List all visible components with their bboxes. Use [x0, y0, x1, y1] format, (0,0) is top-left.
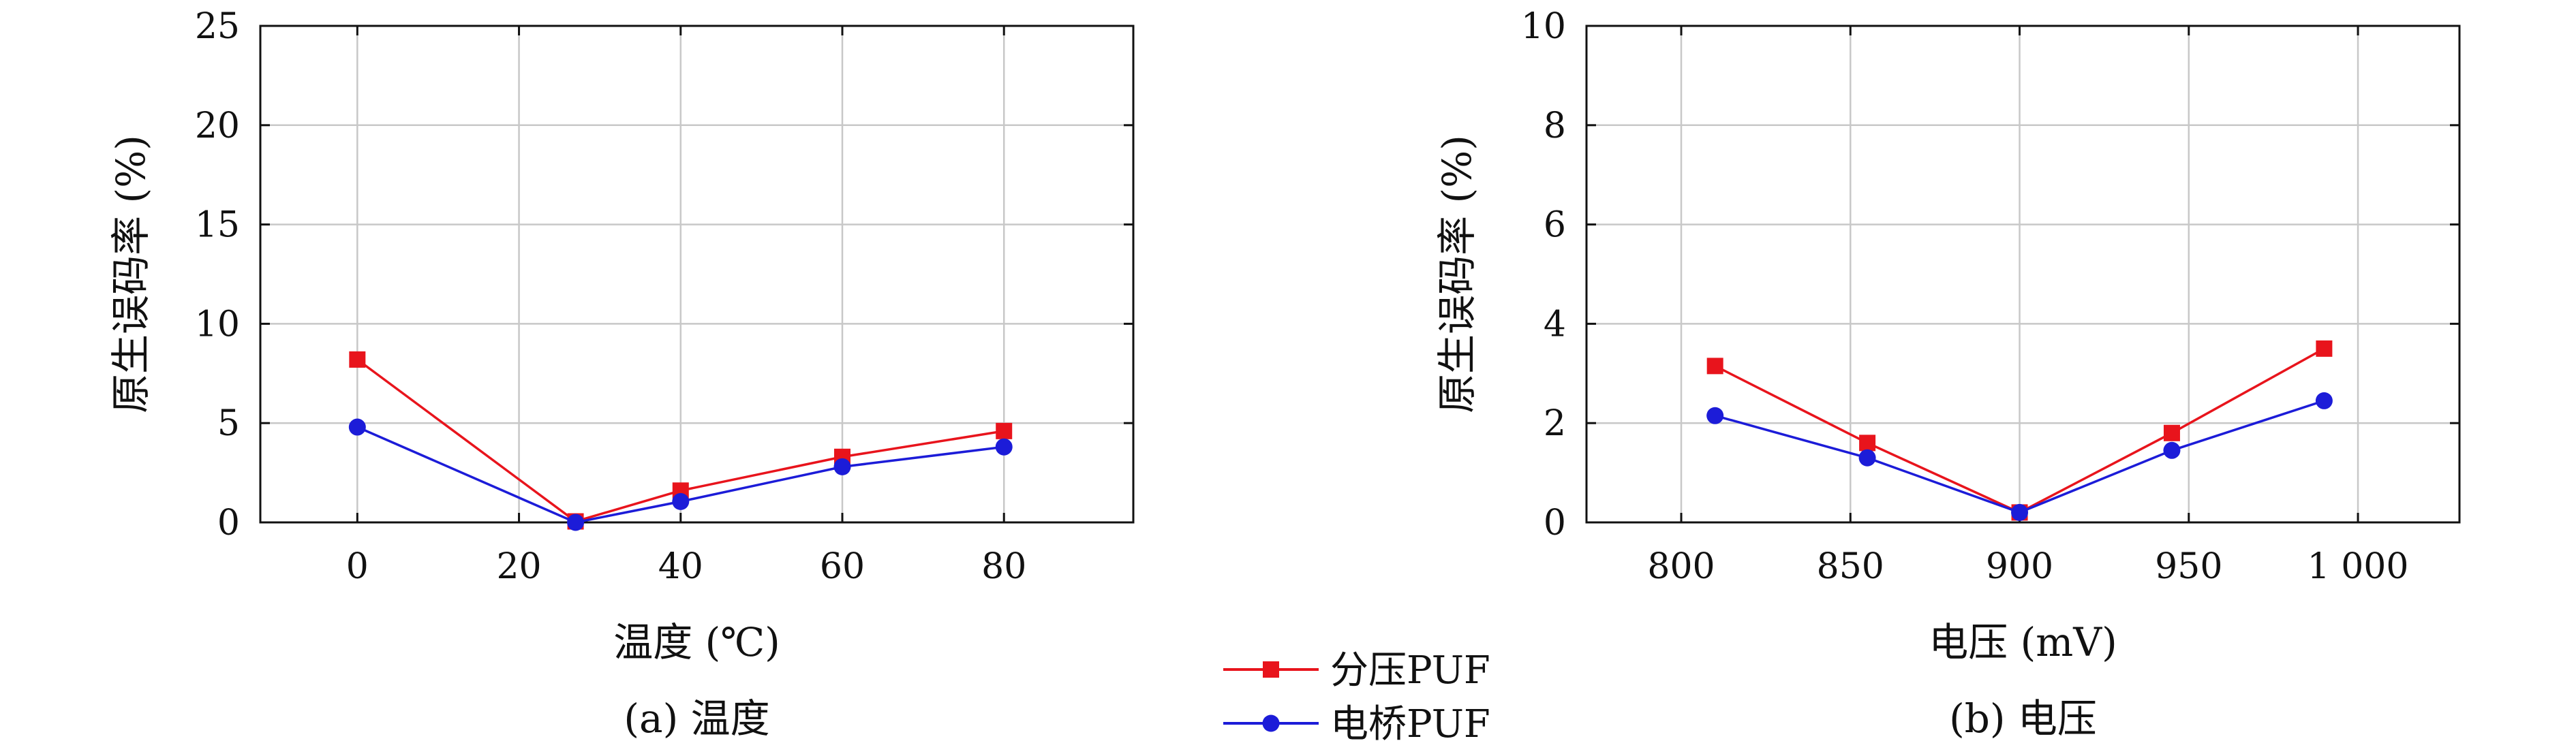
chart-temperature: 0 20 40 60 80 0 5 10 15 20 25 温度 (℃) 原生误码率 (%) (a) 温度	[108, 6, 1135, 742]
data-point	[2011, 503, 2029, 521]
y-tick-label: 5	[217, 403, 240, 444]
legend-label: 电桥PUF	[1330, 702, 1490, 746]
y-tick-label: 8	[1544, 106, 1566, 146]
legend-marker	[1263, 661, 1279, 678]
data-point	[1706, 358, 1723, 375]
x-tick-label: 850	[1817, 546, 1884, 587]
x-tick-label: 20	[496, 546, 541, 587]
data-point	[349, 351, 366, 368]
plot-frame	[259, 25, 1135, 524]
y-axis-label: 原生误码率 (%)	[1434, 135, 1480, 413]
x-tick-label: 40	[658, 546, 703, 587]
data-point	[2163, 424, 2180, 441]
y-tick-label: 0	[1544, 503, 1566, 544]
x-axis-label: 电压 (mV)	[1929, 619, 2117, 665]
chart-caption: (b) 电压	[1949, 695, 2097, 742]
y-tick-label: 0	[217, 503, 240, 544]
y-tick-label: 10	[1521, 6, 1566, 47]
y-tick-label: 25	[195, 6, 240, 47]
x-axis-label: 温度 (℃)	[613, 619, 780, 665]
x-tick-label: 950	[2155, 546, 2222, 587]
x-tick-label: 80	[981, 546, 1026, 587]
chart-caption: (a) 温度	[624, 695, 769, 742]
data-point	[2315, 392, 2333, 409]
data-point	[1858, 449, 1876, 467]
y-tick-label: 10	[195, 304, 240, 345]
x-tick-label: 60	[820, 546, 865, 587]
x-tick-label: 900	[1986, 546, 2053, 587]
y-tick-label: 15	[195, 205, 240, 246]
data-point	[2316, 340, 2333, 357]
data-point	[996, 422, 1013, 439]
x-tick-label: 1 000	[2307, 546, 2409, 587]
y-tick-label: 4	[1544, 304, 1566, 345]
data-point	[348, 418, 366, 436]
data-point	[1859, 435, 1876, 452]
data-point	[2163, 441, 2181, 459]
legend-label: 分压PUF	[1330, 648, 1490, 693]
data-point	[833, 458, 851, 475]
plot-frame	[1585, 25, 2461, 524]
y-tick-label: 20	[195, 106, 240, 146]
legend: 分压PUF 电桥PUF	[1223, 648, 1490, 746]
chart-voltage: 800 850 900 950 1 000 0 2 4 6 8 10 电压 (mV) 原生误码率 (%)…	[1434, 6, 2461, 742]
legend-marker	[1262, 714, 1280, 732]
x-tick-label: 800	[1647, 546, 1715, 587]
data-point	[995, 438, 1013, 456]
y-tick-label: 6	[1544, 205, 1566, 246]
x-tick-label: 0	[346, 546, 369, 587]
data-point	[1706, 407, 1724, 424]
y-tick-label: 2	[1544, 403, 1566, 444]
data-point	[672, 492, 690, 510]
y-axis-label: 原生误码率 (%)	[108, 135, 154, 413]
data-point	[567, 514, 585, 531]
